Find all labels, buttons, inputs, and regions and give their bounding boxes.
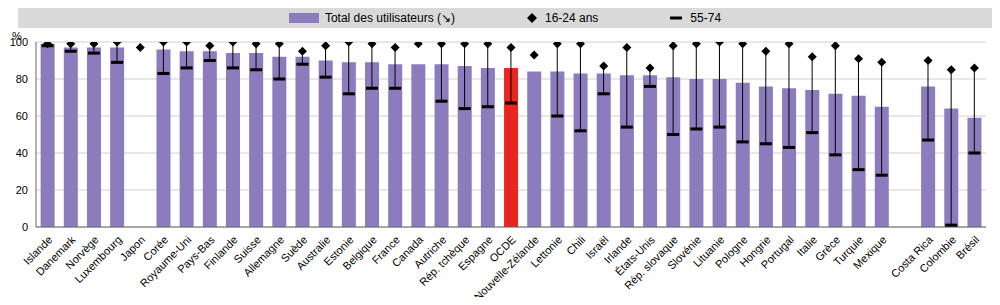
svg-text:0: 0	[22, 221, 28, 233]
svg-text:Danemark: Danemark	[33, 233, 78, 278]
svg-text:Italie: Italie	[794, 233, 820, 259]
svg-text:Portugal: Portugal	[759, 233, 796, 270]
svg-text:Allemagne: Allemagne	[241, 233, 287, 279]
svg-text:Nouvelle-Zélande: Nouvelle-Zélande	[472, 233, 541, 297]
svg-text:Irlande: Irlande	[601, 233, 634, 266]
svg-text:Suisse: Suisse	[231, 233, 264, 266]
svg-text:Pologne: Pologne	[712, 233, 750, 271]
svg-text:France: France	[369, 233, 403, 267]
svg-text:Chili: Chili	[563, 233, 588, 258]
svg-text:Japon: Japon	[118, 233, 148, 263]
svg-text:Autriche: Autriche	[411, 233, 449, 271]
svg-text:Australie: Australie	[293, 233, 333, 273]
svg-text:Pays-Bas: Pays-Bas	[174, 233, 217, 276]
svg-text:Belgique: Belgique	[340, 233, 379, 273]
svg-text:États-Unis: États-Unis	[612, 233, 657, 278]
svg-text:Costa Rica: Costa Rica	[888, 233, 935, 280]
svg-text:Rép. tchèque: Rép. tchèque	[416, 233, 472, 289]
svg-text:Finlande: Finlande	[201, 233, 240, 272]
svg-text:100: 100	[10, 36, 28, 48]
svg-text:Canada: Canada	[389, 233, 426, 270]
svg-text:Turquie: Turquie	[830, 233, 866, 268]
svg-text:Israël: Israël	[583, 233, 611, 261]
svg-text:Royaume-Uni: Royaume-Uni	[137, 233, 194, 290]
svg-text:Suède: Suède	[278, 233, 310, 265]
svg-text:Estonie: Estonie	[321, 233, 356, 268]
html-text:16-24 ans: 16-24 ans	[545, 11, 599, 25]
svg-text:Grèce: Grèce	[812, 233, 843, 264]
svg-text:20: 20	[16, 184, 28, 196]
svg-text:Lettonie: Lettonie	[528, 233, 564, 269]
svg-text:Brésil: Brésil	[953, 233, 981, 261]
svg-text:40: 40	[16, 147, 28, 159]
svg-text:Mexique: Mexique	[851, 233, 889, 271]
html-text:Total des utilisateurs (↘): Total des utilisateurs (↘)	[324, 11, 455, 25]
svg-text:OCDE: OCDE	[487, 233, 518, 265]
svg-text:Espagne: Espagne	[455, 233, 495, 273]
svg-text:Slovénie: Slovénie	[665, 233, 704, 272]
svg-text:Hongrie: Hongrie	[737, 233, 773, 270]
svg-text:Islande: Islande	[20, 233, 55, 267]
svg-text:60: 60	[16, 110, 28, 122]
svg-text:Corée: Corée	[140, 233, 171, 264]
svg-text:80: 80	[16, 73, 28, 85]
html-text:55-74: 55-74	[690, 11, 722, 25]
svg-text:Norvège: Norvège	[63, 233, 101, 272]
svg-text:Colombie: Colombie	[917, 233, 958, 274]
svg-text:Rép. slovaque: Rép. slovaque	[621, 233, 681, 292]
svg-text:Lituanie: Lituanie	[690, 233, 727, 270]
svg-text:Luxembourg: Luxembourg	[72, 233, 124, 285]
